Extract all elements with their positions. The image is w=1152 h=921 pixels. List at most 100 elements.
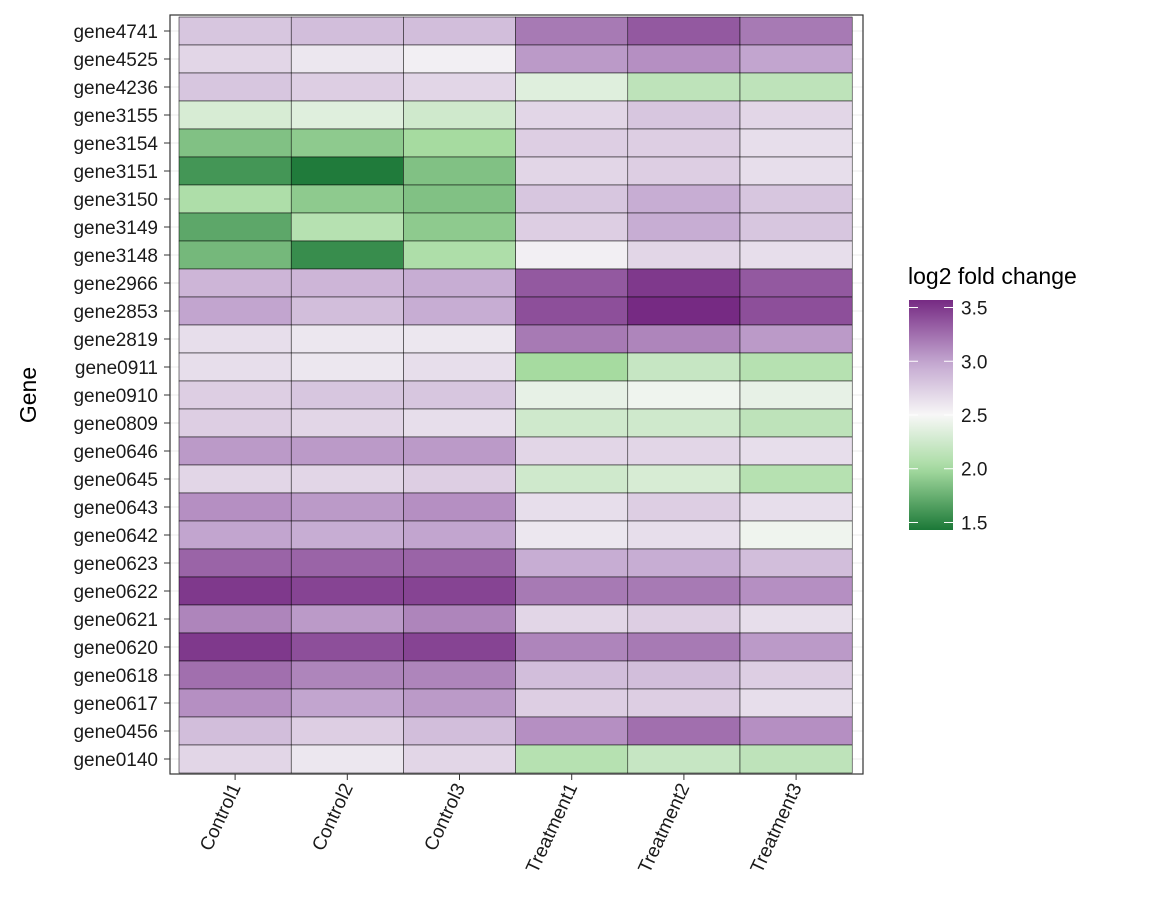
heatmap-cell <box>290 604 404 634</box>
heatmap-cell <box>178 464 292 494</box>
heatmap-cell <box>178 100 292 130</box>
heatmap-cell <box>403 632 516 662</box>
heatmap-cell <box>515 716 629 746</box>
heatmap-cell <box>290 660 404 690</box>
heatmap-cell <box>627 688 741 718</box>
heatmap-cell <box>739 436 853 466</box>
heatmap-cell <box>739 380 853 410</box>
heatmap-cell <box>290 520 404 550</box>
heatmap-cell <box>403 660 516 690</box>
heatmap-cell <box>178 156 292 186</box>
heatmap-cell <box>739 520 853 550</box>
heatmap-cell <box>403 380 516 410</box>
heatmap-cell <box>290 268 404 298</box>
heatmap-cell <box>290 436 404 466</box>
heatmap-cell <box>178 744 292 774</box>
heatmap-cell <box>290 716 404 746</box>
y-tick-label: gene0911 <box>75 358 158 379</box>
heatmap-cell <box>403 212 516 242</box>
heatmap-cell <box>403 464 516 494</box>
legend-tick-label: 1.5 <box>961 513 987 534</box>
heatmap-cell <box>515 660 629 690</box>
heatmap-cell <box>290 380 404 410</box>
heatmap-cell <box>627 44 741 74</box>
heatmap-cell <box>290 100 404 130</box>
heatmap-cell <box>515 576 629 606</box>
y-tick-label: gene0623 <box>73 554 158 575</box>
heatmap-cell <box>515 324 629 354</box>
heatmap-cell <box>627 212 741 242</box>
heatmap-cell <box>627 632 741 662</box>
heatmap-cell <box>627 464 741 494</box>
heatmap-cell <box>515 352 629 382</box>
heatmap-cell <box>178 492 292 522</box>
y-tick-label: gene4236 <box>73 78 158 99</box>
heatmap-cell <box>403 716 516 746</box>
heatmap-cell <box>290 632 404 662</box>
y-tick-label: gene0456 <box>73 722 158 743</box>
heatmap-cell <box>290 296 404 326</box>
heatmap-cell <box>739 660 853 690</box>
y-tick-label: gene0618 <box>73 666 158 687</box>
heatmap-cell <box>403 100 516 130</box>
heatmap-cell <box>515 212 629 242</box>
heatmap-cell <box>515 72 629 102</box>
heatmap-cell <box>290 548 404 578</box>
heatmap-cell <box>290 352 404 382</box>
heatmap-cell <box>290 492 404 522</box>
heatmap-cell <box>290 408 404 438</box>
y-tick-label: gene0622 <box>73 582 158 603</box>
heatmap-cell <box>739 100 853 130</box>
heatmap-cell <box>178 268 292 298</box>
y-tick-label: gene0646 <box>73 442 158 463</box>
heatmap-cell <box>290 688 404 718</box>
y-tick-label: gene0643 <box>73 498 158 519</box>
legend: log2 fold change 1.5 2.0 2.5 3.0 3.5 <box>908 263 1077 534</box>
y-tick-label: gene0642 <box>73 526 158 547</box>
y-tick-label: gene3151 <box>73 162 158 183</box>
heatmap-cell <box>515 464 629 494</box>
heatmap-cell <box>515 380 629 410</box>
heatmap-cell <box>178 660 292 690</box>
y-tick-label: gene2966 <box>73 274 158 295</box>
y-tick-label: gene2853 <box>73 302 158 323</box>
heatmap-cell <box>403 16 516 46</box>
heatmap-cell <box>627 156 741 186</box>
heatmap-cell <box>739 408 853 438</box>
heatmap-cell <box>739 128 853 158</box>
heatmap-cell <box>627 436 741 466</box>
heatmap-cell <box>290 16 404 46</box>
heatmap-cells <box>178 16 853 774</box>
legend-title: log2 fold change <box>908 263 1077 289</box>
heatmap-cell <box>739 296 853 326</box>
heatmap-cell <box>627 604 741 634</box>
y-tick-label: gene3149 <box>73 218 158 239</box>
heatmap-cell <box>627 520 741 550</box>
heatmap-cell <box>627 16 741 46</box>
heatmap-cell <box>178 324 292 354</box>
heatmap-cell <box>178 184 292 214</box>
heatmap-cell <box>627 240 741 270</box>
heatmap-cell <box>403 436 516 466</box>
heatmap-cell <box>515 548 629 578</box>
y-tick-label: gene3155 <box>73 106 158 127</box>
heatmap-cell <box>627 660 741 690</box>
y-tick-label: gene0617 <box>73 694 158 715</box>
heatmap-cell <box>515 520 629 550</box>
heatmap-cell <box>403 296 516 326</box>
heatmap-cell <box>515 436 629 466</box>
heatmap-cell <box>627 576 741 606</box>
heatmap-cell <box>739 324 853 354</box>
heatmap-cell <box>627 408 741 438</box>
heatmap-cell <box>627 548 741 578</box>
heatmap-cell <box>178 576 292 606</box>
heatmap-cell <box>739 44 853 74</box>
heatmap-cell <box>739 716 853 746</box>
heatmap-cell <box>403 688 516 718</box>
heatmap-cell <box>739 548 853 578</box>
y-tick-labels: gene4741 gene4525 gene4236 gene3155 gene3154… <box>73 22 170 771</box>
heatmap-cell <box>178 16 292 46</box>
heatmap-cell <box>739 268 853 298</box>
heatmap-cell <box>627 380 741 410</box>
